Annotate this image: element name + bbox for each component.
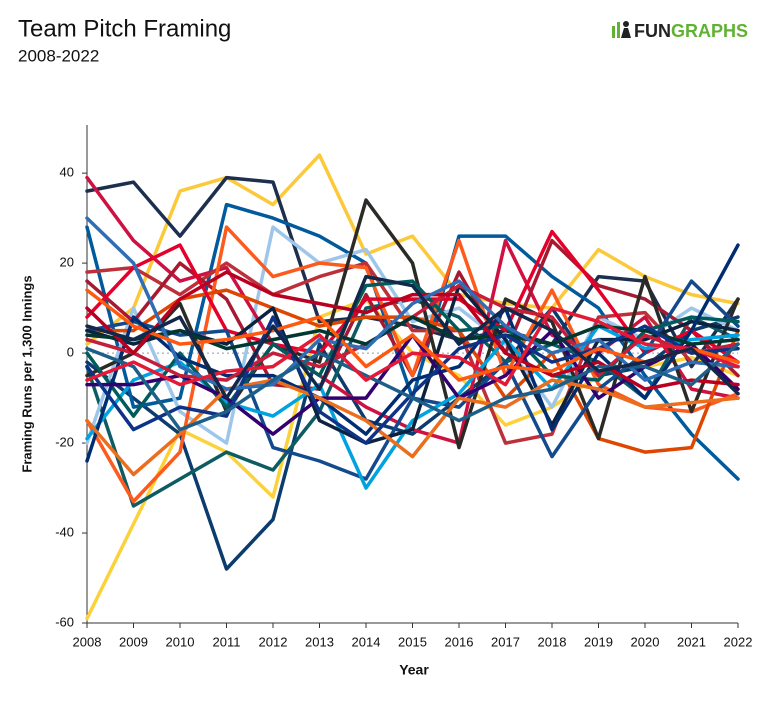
x-tick-label: 2021 <box>677 634 706 649</box>
x-tick-label: 2016 <box>445 634 474 649</box>
logo: FUNGRAPHS <box>612 21 748 41</box>
series-line <box>85 306 740 571</box>
y-tick-label: 20 <box>60 255 74 270</box>
series-line <box>85 274 740 400</box>
x-tick-label: 2012 <box>259 634 288 649</box>
logo-bar <box>617 22 620 38</box>
series-line <box>85 315 740 351</box>
x-tick-label: 2017 <box>491 634 520 649</box>
x-tick-label: 2013 <box>305 634 334 649</box>
y-tick-label: -20 <box>55 434 74 449</box>
series-line <box>85 378 740 477</box>
chart-subtitle: 2008-2022 <box>18 46 99 65</box>
y-axis-label: Framing Runs per 1,300 Innings <box>19 275 34 472</box>
logo-bar <box>612 26 615 38</box>
y-tick-label: 40 <box>60 165 74 180</box>
x-tick-label: 2014 <box>352 634 381 649</box>
x-tick-label: 2020 <box>631 634 660 649</box>
series-line <box>85 315 740 445</box>
x-tick-label: 2008 <box>73 634 102 649</box>
x-tick-label: 2019 <box>584 634 613 649</box>
x-tick-label: 2011 <box>213 634 241 649</box>
y-tick-label: 0 <box>67 345 74 360</box>
logo-figure <box>623 21 629 27</box>
series-line <box>85 243 740 463</box>
series-line <box>85 175 740 369</box>
y-tick-label: -40 <box>55 524 74 539</box>
x-tick-label: 2022 <box>724 634 753 649</box>
x-tick-label: 2015 <box>398 634 427 649</box>
logo-figure <box>621 28 631 38</box>
logo-text: FUNGRAPHS <box>634 21 748 41</box>
x-tick-label: 2009 <box>119 634 148 649</box>
series-line <box>85 270 740 391</box>
series-line <box>85 306 740 387</box>
x-tick-label: 2010 <box>166 634 195 649</box>
chart-title: Team Pitch Framing <box>18 15 231 42</box>
x-axis-label: Year <box>399 662 429 678</box>
series-line <box>85 153 740 346</box>
y-tick-label: -60 <box>55 614 74 629</box>
x-tick-label: 2018 <box>538 634 567 649</box>
series-line <box>85 261 740 445</box>
